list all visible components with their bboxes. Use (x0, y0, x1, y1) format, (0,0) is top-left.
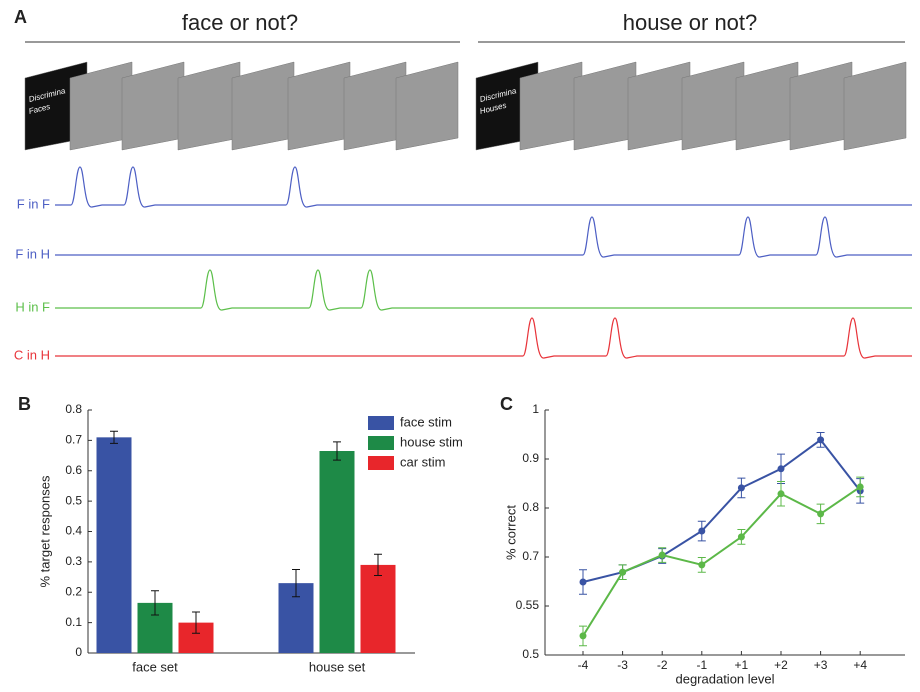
y-tick-label: 0 (75, 645, 82, 659)
trace-label: F in F (17, 196, 50, 211)
frame (843, 61, 907, 151)
y-tick-label: 0.1 (65, 615, 82, 629)
point (658, 551, 666, 559)
y-tick-label: 0.7 (65, 433, 82, 447)
trace (55, 216, 912, 258)
error-bar (333, 441, 341, 461)
right-title: house or not? (623, 10, 758, 35)
legend-swatch (368, 416, 394, 430)
x-tick-label: house set (309, 659, 366, 674)
panel-label: A (14, 7, 27, 27)
legend-swatch (368, 436, 394, 450)
left-title: face or not? (182, 10, 298, 35)
point (579, 578, 587, 586)
legend-label: car stim (400, 454, 446, 469)
legend-label: face stim (400, 414, 452, 429)
x-tick-label: -3 (617, 658, 628, 672)
legend-label: house stim (400, 434, 463, 449)
bar (96, 437, 132, 653)
point (698, 527, 706, 535)
line (582, 486, 861, 637)
y-tick-label: 0.2 (65, 584, 82, 598)
trace (55, 166, 912, 208)
y-tick-label: 0.7 (522, 549, 539, 563)
frame (681, 61, 745, 151)
y-tick-label: 0.6 (65, 463, 82, 477)
point (698, 561, 706, 569)
point (777, 465, 785, 473)
frame (231, 61, 295, 151)
bar-chart: 0 0.1 0.2 0.3 0.4 0.5 0.6 0.7 0.8 % target respon… (37, 402, 462, 674)
frame (573, 61, 637, 151)
y-tick-label: 0.4 (65, 524, 82, 538)
frame (735, 61, 799, 151)
point (817, 436, 825, 444)
y-tick-label: 0.8 (65, 402, 82, 416)
x-tick-label: face set (132, 659, 178, 674)
bar (360, 564, 396, 653)
frame (395, 61, 459, 151)
x-tick-label: +4 (853, 658, 867, 672)
point (737, 533, 745, 541)
frame (287, 61, 351, 151)
trace-label: F in H (15, 246, 50, 261)
x-tick-label: -1 (696, 658, 707, 672)
panel-label: B (18, 394, 31, 414)
y-tick-label: 0.3 (65, 554, 82, 568)
y-axis-label: % correct (503, 505, 518, 560)
point (579, 632, 587, 640)
y-axis-label: % target responses (37, 475, 52, 588)
trace (55, 269, 912, 311)
trace-label: H in F (15, 299, 50, 314)
x-tick-label: +3 (814, 658, 828, 672)
y-tick-label: 0.9 (522, 451, 539, 465)
y-tick-label: 0.55 (516, 598, 540, 612)
error-bar (110, 430, 118, 444)
y-tick-label: 0.5 (65, 493, 82, 507)
x-tick-label: +1 (735, 658, 749, 672)
traces: F in F F in H H in F C in H (14, 166, 912, 362)
y-tick-label: 1 (532, 402, 539, 416)
frame (177, 61, 241, 151)
frame (789, 61, 853, 151)
point (817, 510, 825, 518)
x-tick-label: +2 (774, 658, 788, 672)
error-bar (151, 590, 159, 616)
bar (319, 451, 355, 653)
panel-label: C (500, 394, 513, 414)
point (619, 568, 627, 576)
error-bar (292, 568, 300, 598)
line (582, 438, 861, 583)
point (856, 483, 864, 491)
trace (55, 317, 912, 359)
error-bar (192, 611, 200, 634)
y-tick-label: 0.8 (522, 500, 539, 514)
point (777, 490, 785, 498)
point (737, 484, 745, 492)
x-tick-label: -4 (578, 658, 589, 672)
legend-swatch (368, 456, 394, 470)
frame (627, 61, 691, 151)
line-chart: 0.5 0.55 0.7 0.8 0.9 1 % correct degradation le… (503, 402, 905, 686)
x-axis-label: degradation level (675, 671, 774, 686)
y-tick-label: 0.5 (522, 647, 539, 661)
x-tick-label: -2 (657, 658, 668, 672)
error-bar (374, 553, 382, 577)
trace-label: C in H (14, 347, 50, 362)
